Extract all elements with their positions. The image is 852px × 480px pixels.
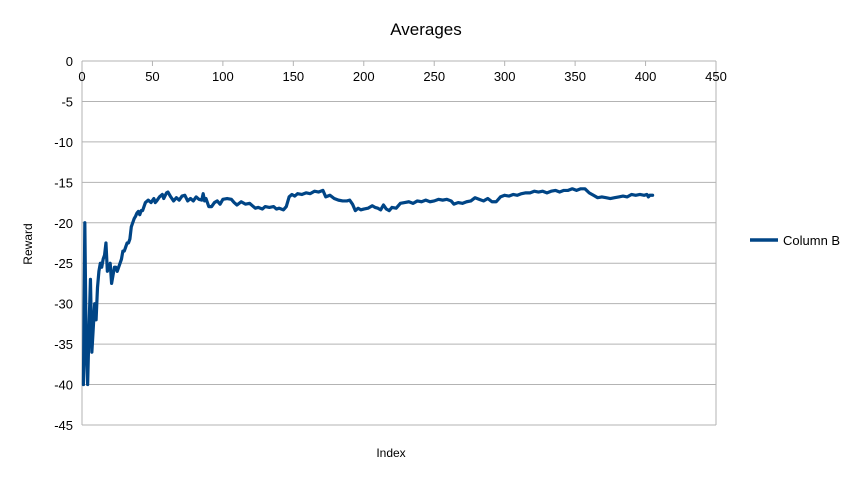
x-tick-label: 0 bbox=[78, 69, 85, 84]
x-tick-label: 450 bbox=[705, 69, 727, 84]
y-tick-label: -10 bbox=[54, 135, 73, 150]
chart-title: Averages bbox=[390, 20, 462, 39]
x-tick-label: 250 bbox=[423, 69, 445, 84]
y-tick-label: -40 bbox=[54, 378, 73, 393]
series-lines bbox=[81, 187, 655, 387]
y-axis-title: Reward bbox=[21, 223, 35, 264]
x-tick-labels: 0 50 100 150 200 250 300 350 400 450 bbox=[78, 69, 726, 84]
y-tick-label: -30 bbox=[54, 297, 73, 312]
y-tick-label: -20 bbox=[54, 216, 73, 231]
legend-label: Column B bbox=[783, 233, 840, 248]
x-axis-title: Index bbox=[376, 446, 405, 460]
y-tick-label: -25 bbox=[54, 256, 73, 271]
x-tick-label: 100 bbox=[212, 69, 234, 84]
y-tick-labels: 0 -5 -10 -15 -20 -25 -30 -35 -40 -45 bbox=[54, 54, 73, 433]
y-tick-label: -15 bbox=[54, 175, 73, 190]
y-tick-label: -5 bbox=[61, 94, 73, 109]
y-tick-label: 0 bbox=[66, 54, 73, 69]
axes bbox=[81, 61, 717, 425]
legend: Column B bbox=[750, 233, 840, 248]
y-tick-label: -45 bbox=[54, 418, 73, 433]
x-tick-label: 350 bbox=[564, 69, 586, 84]
x-tick-label: 400 bbox=[635, 69, 657, 84]
y-tick-label: -35 bbox=[54, 337, 73, 352]
x-tick-label: 200 bbox=[353, 69, 375, 84]
series-line-column-b bbox=[81, 187, 655, 387]
gridlines bbox=[82, 60, 716, 426]
x-tick-label: 50 bbox=[145, 69, 159, 84]
x-tick-label: 300 bbox=[494, 69, 516, 84]
x-tick-label: 150 bbox=[282, 69, 304, 84]
